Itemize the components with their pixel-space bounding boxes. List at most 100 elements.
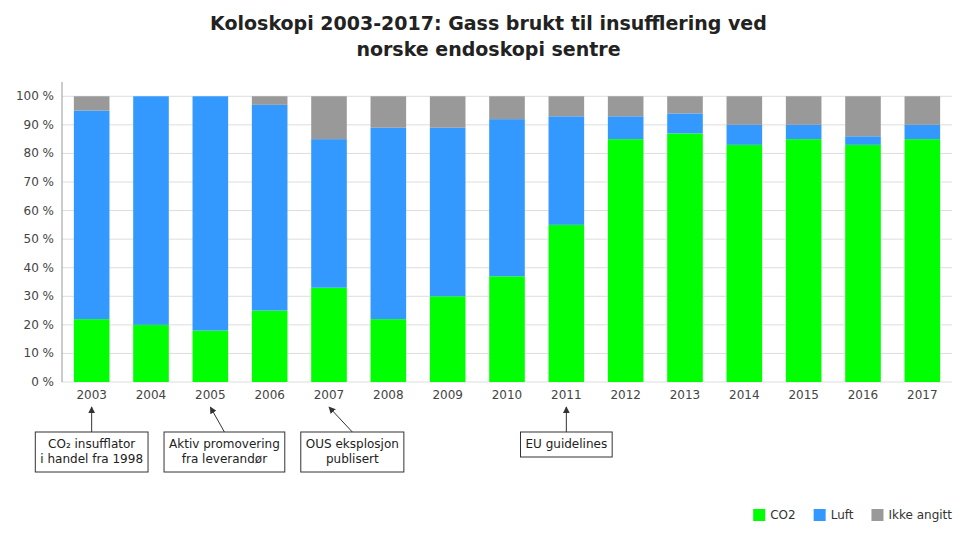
annotation-arrow [566,407,567,432]
x-tick-label: 2004 [136,388,167,402]
bar-segment [549,225,585,382]
bar-segment [193,96,229,330]
bar-segment [252,96,288,105]
annotation-arrow [329,407,352,432]
y-tick-label: 70 % [24,175,55,189]
annotation-line: OUS eksplosjon [306,437,399,451]
annotation-arrow [91,407,92,432]
annotation: OUS eksplosjonpublisert [301,407,404,472]
bar-segment [786,139,822,382]
bar-segment [905,125,941,139]
bar-segment [371,128,407,319]
bar-segment [311,139,347,288]
y-tick-labels: 0 %10 %20 %30 %40 %50 %60 %70 %80 %90 %1… [16,89,54,389]
legend-swatch [753,509,765,521]
bar-segment [905,96,941,125]
bar-segment [430,128,466,297]
annotations: CO₂ insufflatori handel fra 1998 Aktiv pr… [35,407,612,472]
bar-segment [608,116,644,139]
y-tick-label: 40 % [24,261,55,275]
x-tick-label: 2012 [610,388,641,402]
subtitle: norske endoskopi sentre [356,38,620,60]
chart: Koloskopi 2003-2017: Gass brukt til insu… [0,0,977,549]
bar-segment [311,96,347,139]
bar-segment [845,145,881,382]
bar-segment [727,96,763,125]
bar-segment [133,96,169,325]
annotation-line: CO₂ insufflator [48,437,135,451]
legend-label: CO2 [770,508,795,522]
bar-segment [786,96,822,125]
y-tick-label: 50 % [24,232,55,246]
bar-segment [252,105,288,311]
bars [74,96,940,382]
annotation-text: CO₂ insufflatori handel fra 1998 [40,437,143,466]
bar-segment [371,319,407,382]
bar-segment [608,139,644,382]
annotation-line: fra leverandør [182,452,267,466]
bar-segment [667,113,703,133]
bar-segment [727,125,763,145]
y-tick-label: 60 % [24,204,55,218]
bar-segment [667,96,703,113]
bar-segment [430,296,466,382]
bar-segment [845,96,881,136]
bar-segment [549,116,585,225]
y-tick-label: 20 % [24,318,55,332]
x-tick-label: 2011 [551,388,582,402]
annotation: CO₂ insufflatori handel fra 1998 [35,407,148,472]
bar-segment [74,111,110,320]
bar-segment [133,325,169,382]
y-axis-line [62,82,63,382]
bar-segment [133,96,169,97]
annotation-text: EU guidelines [526,437,608,451]
bar-segment [74,319,110,382]
bar-segment [311,288,347,382]
legend-item: CO2 [753,508,795,522]
legend-item: Luft [814,508,854,522]
series [74,96,940,330]
annotation-line: Aktiv promovering [169,437,280,451]
bar-segment [549,96,585,116]
annotation-box [164,432,285,472]
annotation-box [521,432,613,457]
legend-item: Ikke angitt [871,508,952,522]
bar-segment [193,331,229,382]
y-tick-label: 90 % [24,118,55,132]
y-tick-label: 30 % [24,289,55,303]
bar-segment [193,96,229,97]
legend: CO2 Luft Ikke angitt [753,508,952,522]
x-tick-label: 2008 [373,388,404,402]
x-tick-label: 2007 [314,388,345,402]
annotation-text: Aktiv promoveringfra leverandør [169,437,280,466]
bar-segment [905,139,941,382]
annotation-line: i handel fra 1998 [40,452,143,466]
y-tick-label: 10 % [24,346,55,360]
legend-swatch [871,509,883,521]
x-tick-label: 2005 [195,388,226,402]
x-tick-label: 2010 [492,388,523,402]
bar-segment [74,96,110,110]
x-tick-label: 2016 [848,388,879,402]
bar-segment [430,96,466,127]
x-tick-label: 2015 [788,388,819,402]
x-tick-label: 2006 [254,388,285,402]
bar-segment [667,133,703,382]
annotation: Aktiv promoveringfra leverandør [164,407,285,472]
bar-segment [489,96,525,119]
y-tick-label: 80 % [24,146,55,160]
legend-label: Luft [831,508,854,522]
x-tick-labels: 2003200420052006200720082009201020112012… [76,388,937,402]
x-tick-label: 2003 [76,388,107,402]
series [74,96,940,139]
legend-label: Ikke angitt [888,508,952,522]
bar-segment [845,136,881,145]
bar-segment [786,125,822,139]
x-tick-label: 2014 [729,388,760,402]
annotation-line: publisert [326,452,379,466]
y-tick-label: 100 % [16,89,54,103]
annotation-line: EU guidelines [526,437,608,451]
bar-segment [489,276,525,382]
y-grid [62,96,952,382]
legend-swatch [814,509,826,521]
